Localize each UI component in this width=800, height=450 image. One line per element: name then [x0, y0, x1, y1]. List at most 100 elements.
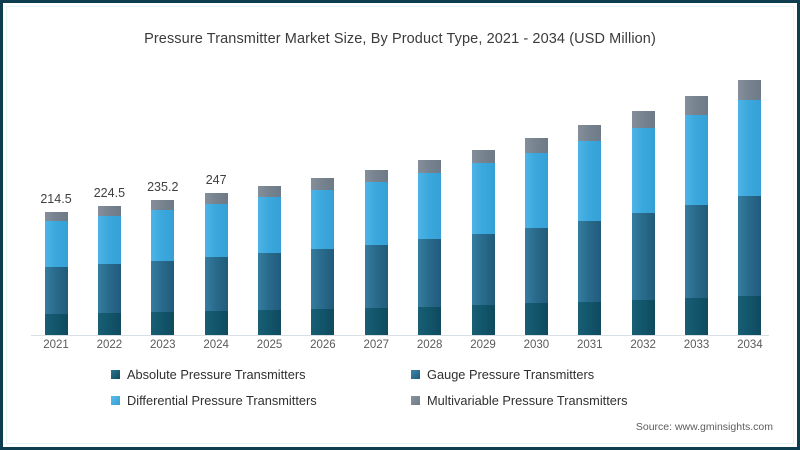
stacked-bar[interactable]	[364, 169, 388, 335]
x-tick-label: 2025	[256, 339, 283, 351]
stacked-bar[interactable]	[578, 125, 602, 335]
x-tick-label: 2021	[43, 339, 69, 351]
legend-label: Multivariable Pressure Transmitters	[427, 393, 628, 408]
bar-segment	[364, 182, 388, 245]
bar-segment	[738, 295, 762, 335]
bar-segment	[685, 205, 708, 298]
bar-segment	[97, 313, 121, 335]
bar-segment	[685, 114, 708, 206]
x-tick-label: 2031	[576, 339, 603, 351]
source-attribution: Source: www.gminsights.com	[635, 421, 773, 433]
stacked-bar[interactable]	[631, 111, 655, 335]
bar-column: 214.5	[31, 65, 81, 335]
bar-column: 224.5	[84, 65, 134, 335]
legend-label: Absolute Pressure Transmitters	[127, 367, 306, 382]
bar-segment	[97, 264, 121, 314]
bar-segment	[418, 173, 442, 240]
stacked-bar[interactable]: 235.2	[147, 180, 178, 335]
bar-column	[405, 65, 455, 335]
x-tick-label: 2033	[683, 339, 710, 351]
bar-value-label: 224.5	[93, 186, 126, 201]
x-tick-label: 2029	[470, 339, 496, 351]
bar-column	[511, 65, 561, 335]
bar-segment	[418, 239, 442, 307]
bar-segment	[204, 311, 228, 335]
bar-segment	[631, 128, 655, 214]
x-tick-label: 2032	[630, 339, 656, 351]
stacked-bar[interactable]	[524, 138, 548, 335]
bar-value-label: 214.5	[40, 191, 72, 206]
bar-value-label: 247	[205, 173, 227, 188]
x-tick-label: 2030	[523, 339, 550, 351]
bar-segment	[524, 227, 548, 304]
legend-color-swatch-icon	[111, 396, 120, 405]
bar-segment	[97, 206, 121, 216]
x-tick-label: 2022	[96, 339, 123, 351]
bar-segment	[204, 203, 228, 258]
bar-segment	[631, 111, 655, 129]
legend-item[interactable]: Differential Pressure Transmitters	[111, 393, 411, 408]
bar-segment	[151, 312, 175, 335]
bar-segment	[578, 301, 602, 335]
stacked-bar[interactable]: 214.5	[40, 192, 72, 335]
legend-item[interactable]: Multivariable Pressure Transmitters	[411, 393, 711, 408]
stacked-bar[interactable]	[258, 185, 281, 335]
x-tick-label: 2028	[416, 339, 443, 351]
bar-segment	[738, 99, 762, 197]
bar-value-label: 235.2	[147, 179, 179, 194]
bar-segment	[151, 210, 175, 262]
bar-segment	[524, 303, 548, 335]
bar-column	[245, 65, 295, 335]
bar-segment	[311, 309, 335, 335]
bar-segment	[44, 314, 68, 335]
bar-column	[458, 65, 508, 335]
bar-segment	[97, 215, 121, 265]
bar-segment	[364, 244, 388, 308]
bar-segment	[578, 125, 602, 142]
bar-column	[351, 65, 401, 335]
chart-legend: Absolute Pressure Transmitters Gauge Pres…	[111, 367, 711, 408]
x-tick-label: 2034	[737, 339, 763, 351]
bar-segment	[471, 305, 495, 335]
bar-segment	[44, 211, 68, 221]
x-axis-baseline	[31, 335, 769, 336]
bar-column	[725, 65, 775, 335]
legend-item[interactable]: Gauge Pressure Transmitters	[411, 367, 711, 382]
stacked-bar[interactable]	[471, 149, 495, 335]
legend-item[interactable]: Absolute Pressure Transmitters	[111, 367, 411, 382]
bar-segment	[471, 149, 495, 164]
stacked-bar[interactable]	[738, 80, 762, 335]
x-tick-label: 2027	[363, 339, 390, 351]
bar-segment	[631, 299, 655, 335]
bar-segment	[685, 96, 708, 115]
bar-series-group: 214.5 224.5 235.2 247	[31, 65, 775, 335]
bar-column	[618, 65, 668, 335]
stacked-bar[interactable]	[685, 96, 708, 335]
stacked-bar[interactable]: 247	[204, 173, 228, 335]
bar-segment	[204, 257, 228, 312]
bar-segment	[258, 197, 281, 254]
chart-title: Pressure Transmitter Market Size, By Pro…	[144, 31, 656, 47]
bar-column: 247	[191, 65, 241, 335]
stacked-bar[interactable]	[418, 160, 442, 335]
bar-segment	[151, 261, 175, 313]
bar-segment	[738, 80, 762, 100]
bar-segment	[524, 138, 548, 154]
legend-color-swatch-icon	[411, 396, 420, 405]
bar-segment	[578, 141, 602, 221]
bar-segment	[364, 169, 388, 183]
x-tick-label: 2023	[149, 339, 176, 351]
bar-segment	[44, 267, 68, 315]
bar-column	[672, 65, 722, 335]
bar-segment	[44, 220, 68, 268]
bar-segment	[471, 163, 495, 234]
stacked-bar[interactable]	[311, 178, 335, 335]
bar-segment	[685, 297, 708, 335]
bar-column	[565, 65, 615, 335]
bar-segment	[151, 199, 175, 211]
legend-label: Gauge Pressure Transmitters	[427, 367, 595, 382]
bar-segment	[204, 193, 228, 204]
legend-label: Differential Pressure Transmitters	[127, 393, 317, 408]
stacked-bar[interactable]: 224.5	[94, 186, 125, 335]
